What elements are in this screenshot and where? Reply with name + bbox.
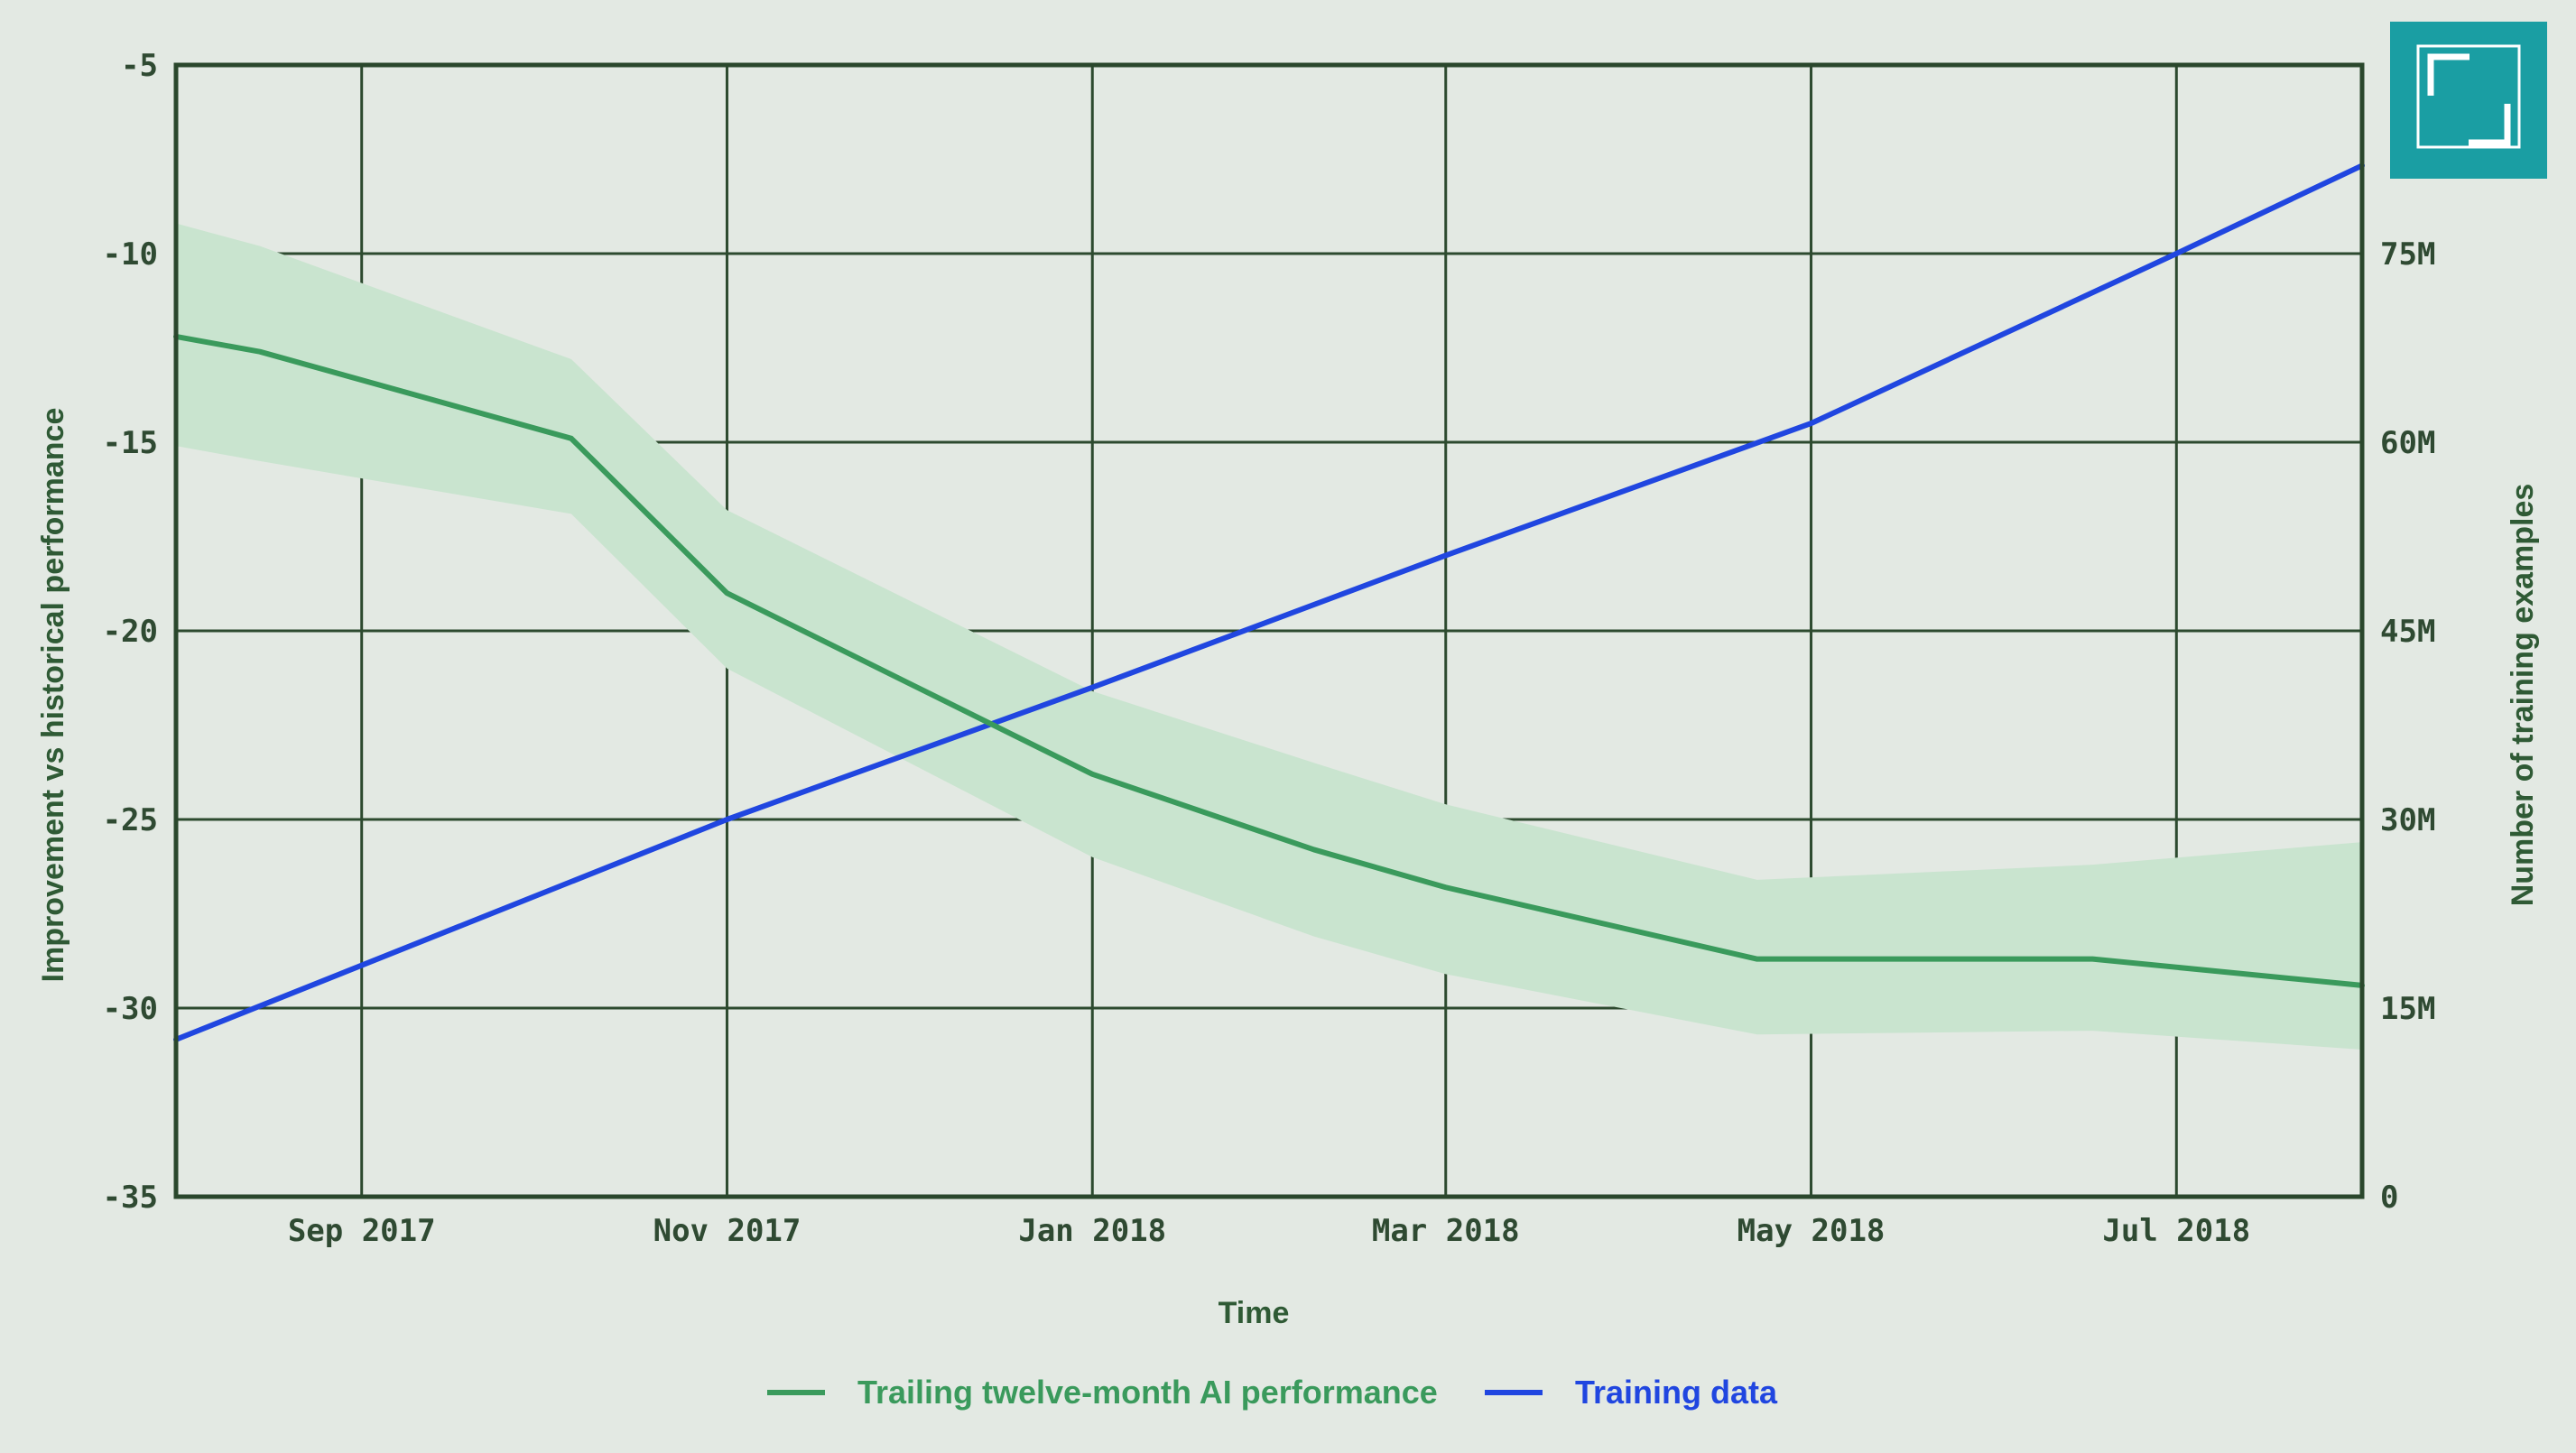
x-tick-label: Jan 2018 [1018,1213,1166,1249]
x-tick-label: Nov 2017 [653,1213,802,1249]
x-axis-title: Time [1219,1296,1290,1330]
y-right-tick-label: 45M [2380,614,2435,650]
logo [2390,22,2547,179]
y-left-tick-label: -30 [103,991,158,1027]
logo-badge [2390,22,2547,179]
training-data-line [173,162,2365,1042]
y-axis-right-title: Number of training examples [2506,484,2540,907]
ai-performance-line [173,333,2365,988]
tick-labels: -5 -10 -15 -20 -25 -30 -35 75M 60M 45M 30M 15M 0 Sep … [103,48,2436,1249]
confidence-band [176,223,2362,1050]
y-right-tick-label: 0 [2380,1180,2398,1216]
x-tick-label: Mar 2018 [1372,1213,1520,1249]
y-left-tick-label: -10 [103,236,158,273]
y-right-tick-label: 60M [2380,425,2435,461]
x-tick-label: Sep 2017 [288,1213,436,1249]
confidence-band-layer [176,223,2362,1050]
legend-label-training-data: Training data [1575,1374,1778,1411]
y-left-tick-label: -5 [121,48,158,84]
plot-frame [173,62,2365,1199]
legend-label-performance: Trailing twelve-month AI performance [857,1374,1438,1411]
series-layer [173,162,2365,1042]
plot-border [173,62,2365,1199]
y-left-tick-label: -15 [103,425,158,461]
x-tick-label: Jul 2018 [2102,1213,2250,1249]
x-tick-label: May 2018 [1737,1213,1886,1249]
frame-corners-icon [2416,44,2521,149]
y-axis-left-title: Improvement vs historical performance [36,408,70,983]
y-left-tick-label: -25 [103,802,158,838]
y-right-tick-label: 75M [2380,236,2435,273]
legend: Trailing twelve-month AI performance Tra… [767,1374,1778,1411]
y-left-tick-label: -20 [103,614,158,650]
y-left-tick-label: -35 [103,1180,158,1216]
y-right-tick-label: 30M [2380,802,2435,838]
y-right-tick-label: 15M [2380,991,2435,1027]
